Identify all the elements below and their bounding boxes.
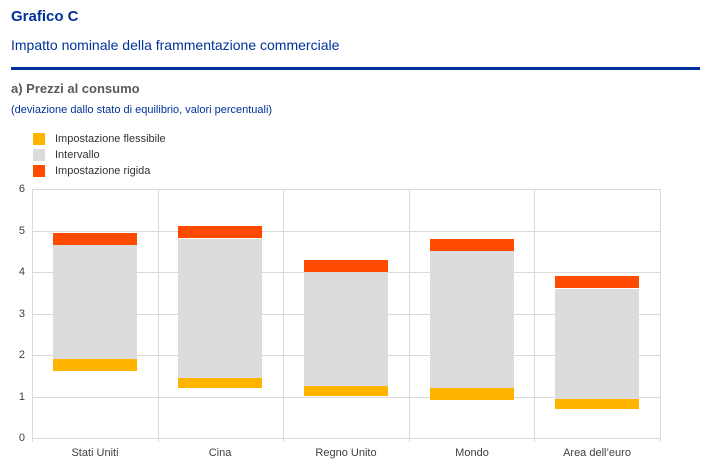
gridline-vertical bbox=[32, 189, 33, 442]
bar-segment bbox=[430, 388, 514, 400]
gridline-vertical bbox=[409, 189, 410, 442]
bar-segment bbox=[304, 272, 388, 386]
x-axis-category-label: Regno Unito bbox=[315, 447, 377, 459]
legend-label: Impostazione rigida bbox=[55, 165, 151, 177]
x-axis-category-label: Area dell’euro bbox=[563, 447, 631, 459]
gridline-horizontal bbox=[32, 189, 660, 190]
y-axis-tick-label: 5 bbox=[18, 225, 25, 237]
gridline-vertical bbox=[660, 189, 661, 442]
plot-area bbox=[32, 189, 661, 442]
legend-item: Impostazione rigida bbox=[33, 163, 166, 179]
legend-label: Impostazione flessibile bbox=[55, 133, 166, 145]
bar-segment bbox=[430, 239, 514, 251]
bar-segment bbox=[178, 226, 262, 238]
panel-title: a) Prezzi al consumo bbox=[11, 81, 140, 96]
y-axis-tick-label: 6 bbox=[18, 183, 25, 195]
y-axis-tick-label: 2 bbox=[18, 349, 25, 361]
bar-segment bbox=[430, 251, 514, 388]
bar-segment bbox=[555, 399, 639, 409]
x-axis-category-label: Stati Uniti bbox=[71, 447, 119, 459]
chart-label: Grafico C bbox=[11, 8, 79, 25]
x-axis-category-label: Cina bbox=[208, 447, 232, 459]
bar-segment bbox=[555, 289, 639, 399]
legend: Impostazione flessibile Intervallo Imposta… bbox=[33, 131, 166, 179]
gridline-vertical bbox=[158, 189, 159, 442]
bar-segment bbox=[53, 359, 137, 371]
gray-square-swatch-icon bbox=[33, 149, 45, 161]
gridline-vertical bbox=[283, 189, 284, 442]
bar-segment bbox=[53, 245, 137, 359]
x-axis-category-label: Mondo bbox=[455, 447, 489, 459]
bar-segment bbox=[53, 233, 137, 245]
bar-segment bbox=[178, 378, 262, 388]
y-axis-tick-label: 3 bbox=[18, 308, 25, 320]
legend-item: Intervallo bbox=[33, 147, 166, 163]
page-title: Impatto nominale della frammentazione co… bbox=[11, 37, 340, 53]
bar-segment bbox=[178, 239, 262, 378]
title-rule-divider bbox=[11, 67, 700, 70]
bar-segment bbox=[304, 386, 388, 396]
y-axis-tick-label: 4 bbox=[18, 266, 25, 278]
gridline-vertical bbox=[534, 189, 535, 442]
orange-square-swatch-icon bbox=[33, 165, 45, 177]
legend-item: Impostazione flessibile bbox=[33, 131, 166, 147]
gridline-horizontal bbox=[32, 397, 660, 398]
legend-label: Intervallo bbox=[55, 149, 100, 161]
yellow-square-swatch-icon bbox=[33, 133, 45, 145]
bar-segment bbox=[304, 260, 388, 272]
y-axis-tick-label: 1 bbox=[18, 391, 25, 403]
gridline-horizontal bbox=[32, 438, 660, 439]
y-axis-tick-label: 0 bbox=[18, 432, 25, 444]
gridline-horizontal bbox=[32, 231, 660, 232]
panel-note: (deviazione dallo stato di equilibrio, v… bbox=[11, 104, 273, 116]
bar-segment bbox=[555, 276, 639, 288]
